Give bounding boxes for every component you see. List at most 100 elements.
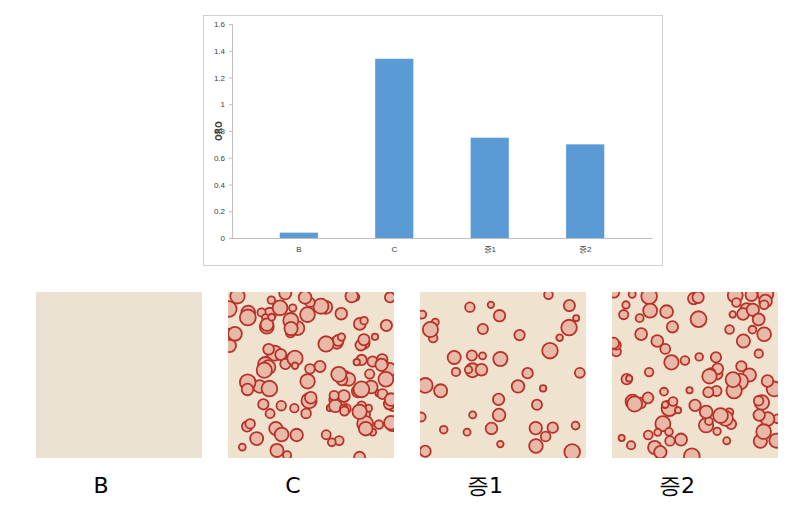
x-tick-label: 증2 [579,245,592,254]
stained-cell [564,444,580,458]
stained-cell [689,400,700,411]
stained-cell [662,401,669,408]
stained-cell [245,419,255,429]
stained-cell [420,446,431,457]
stained-cell [757,327,771,341]
y-axis: 00.20.40.60.811.21.41.6 [214,20,233,243]
micrograph-background [228,292,394,458]
x-tick: 증2 [579,238,592,254]
stained-cell [452,368,460,376]
chart-root: 00.20.40.60.811.21.41.6BC증1증2OROBC증1증2 [0,0,802,512]
stained-cell [684,448,700,458]
stained-cell [318,336,333,351]
stained-cell [675,434,687,446]
stained-cell [667,321,678,332]
stained-cell [627,441,635,449]
stained-cell [725,325,734,334]
stained-cell [544,292,553,299]
stained-cell [645,368,654,377]
stained-cell [488,302,494,308]
stained-cell [289,304,296,311]
stained-cell [514,330,524,340]
stained-cell [627,396,642,411]
stained-cell [338,333,345,340]
stained-cell [556,334,563,341]
stained-cell [358,334,369,345]
stained-cell [541,432,551,442]
stained-cell [619,435,625,441]
stained-cell [354,359,360,365]
stained-cell [268,296,276,304]
stained-cell [753,409,764,420]
x-tick-label: C [391,245,397,254]
panel-label: B [93,473,108,498]
stained-cell [622,374,632,384]
stained-cell [372,334,378,340]
stained-cell [619,310,628,319]
stained-cell [629,292,636,298]
stained-cell [434,384,447,397]
stained-cell [686,387,692,393]
stained-cell [469,411,476,418]
stained-cell [420,378,433,393]
micrograph [612,292,778,458]
x-tick: 증1 [484,238,497,254]
stained-cell [644,431,653,440]
stained-cell [330,391,339,400]
bars [280,59,605,238]
panel-label: 증1 [467,473,503,498]
stained-cell [702,369,716,383]
stained-cell [340,407,349,416]
chart-frame [204,16,663,266]
micrograph-background [420,292,586,458]
x-tick-label: B [296,245,301,254]
stained-cell [643,304,657,318]
stained-cell [262,381,278,397]
stained-cell [654,446,666,458]
stained-cell [314,361,325,372]
stained-cell [440,426,448,434]
y-tick: 1 [221,100,232,109]
y-tick: 0.4 [214,181,232,190]
stained-cell [575,368,585,378]
micrograph [228,292,394,458]
stained-cell [335,308,347,320]
stained-cell [385,393,394,406]
stained-cell [512,380,525,393]
y-tick-mark [229,158,232,159]
stained-cell [375,359,387,371]
stained-cell [476,364,488,376]
stained-cell [240,309,256,325]
stained-cell [292,363,299,370]
stained-cell [360,317,368,325]
stained-cell [338,390,350,402]
y-tick: 0.2 [214,207,232,216]
stained-cell [703,387,713,397]
stained-cell [374,420,383,429]
stained-cell [467,350,477,360]
y-tick-mark [229,185,232,186]
stained-cell [313,299,328,314]
stained-cell [448,351,461,364]
y-tick-label: 0.4 [214,181,226,190]
bar [471,138,509,238]
y-axis-title: ORO [215,121,224,141]
stained-cell [270,444,283,457]
stained-cell [266,409,275,418]
x-axis: B C 증1 증2 [233,238,653,254]
stained-cell [547,422,558,433]
y-tick: 0.6 [214,154,232,163]
y-tick-label: 1 [221,100,226,109]
stained-cell [250,432,263,445]
stained-cell [328,438,336,446]
stained-cell [465,302,475,312]
y-tick-mark [229,131,232,132]
stained-cell [675,407,681,413]
stained-cell [529,422,542,435]
stained-cell [626,375,632,381]
x-tick: C [391,238,397,254]
stained-cell [239,444,246,451]
y-tick-mark [229,211,232,212]
stained-cell [641,292,657,304]
stained-cell [300,374,314,388]
